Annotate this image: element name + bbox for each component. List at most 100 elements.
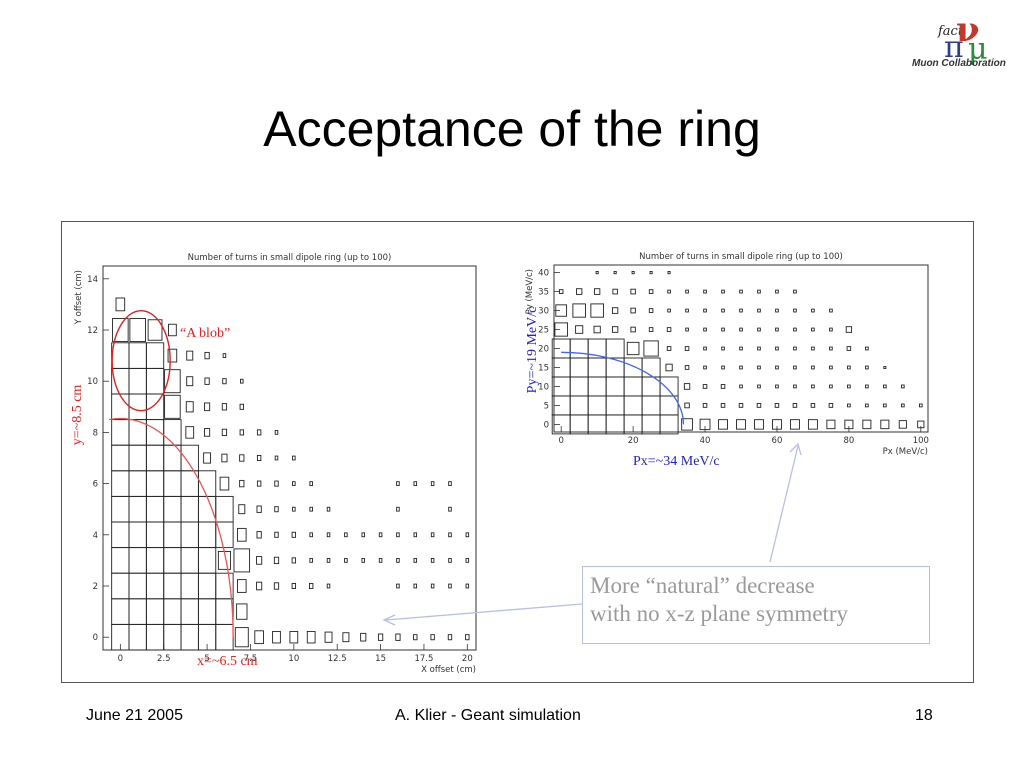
left-chart-bin-box — [236, 579, 247, 593]
left-chart-y-tick-label: 2 — [93, 582, 98, 592]
right-chart-bin-box — [754, 419, 764, 430]
right-chart-bin-box — [666, 327, 672, 332]
left-chart-y-tick-label: 10 — [87, 377, 98, 387]
right-chart-bin-box — [739, 346, 743, 351]
right-chart-bin-box — [721, 308, 725, 313]
left-chart-bin-box — [326, 558, 331, 563]
left-chart-bin-box — [395, 633, 401, 641]
right-chart-bin-box — [718, 419, 728, 430]
left-chart-bin-box — [292, 506, 296, 512]
right-chart-bin-box — [793, 365, 797, 370]
left-chart-bin-box — [112, 318, 129, 342]
right-chart-bin-box — [703, 308, 707, 313]
left-chart-bin-box — [291, 582, 297, 590]
right-chart-bin-box — [756, 403, 762, 408]
footer-author: A. Klier - Geant simulation — [395, 707, 581, 724]
right-chart-bin-box — [793, 327, 797, 332]
left-chart-y-tick-label: 6 — [93, 480, 98, 490]
right-chart-x-tick-label: 80 — [843, 436, 854, 446]
right-chart-bin-box — [793, 289, 797, 294]
left-chart-bin-box — [292, 481, 296, 486]
right-chart-bin-box — [739, 365, 743, 370]
left-chart-bin-box — [291, 557, 297, 564]
right-chart-y-tick-label: 25 — [538, 326, 549, 336]
left-chart-bin-box — [222, 353, 227, 358]
left-chart-bin-box — [222, 378, 227, 385]
left-chart-bin-box — [326, 532, 331, 538]
right-chart-bin-box — [613, 271, 617, 275]
left-chart-bin-box — [465, 558, 470, 563]
right-chart-bin-box — [699, 418, 711, 431]
left-chart-bin-box — [239, 429, 244, 436]
right-acceptance-curve — [561, 351, 685, 425]
right-chart-title: Number of turns in small dipole ring (up… — [639, 252, 843, 262]
left-chart-bin-box — [274, 506, 279, 513]
left-chart-bin-box — [326, 583, 331, 589]
left-chart-x-tick-label: 12.5 — [328, 654, 347, 664]
left-chart-bin-box — [233, 548, 251, 573]
right-chart-bin-box — [595, 271, 599, 275]
right-chart-bin-box — [775, 365, 779, 370]
right-chart-bin-box — [703, 365, 707, 370]
left-chart-x-tick-label: 15 — [375, 654, 386, 664]
right-chart-bin-box — [845, 326, 853, 333]
right-chart-y-tick-label: 30 — [538, 307, 549, 317]
right-chart-bin-box — [593, 325, 601, 334]
left-chart-bin-box — [167, 348, 178, 363]
left-chart-bin-box — [163, 419, 182, 446]
right-chart-x-tick-label: 20 — [628, 436, 639, 446]
right-chart-bin-box — [826, 419, 836, 430]
left-chart-bin-box — [204, 402, 211, 412]
left-chart-bin-box — [239, 479, 245, 488]
left-chart-bin-box — [413, 634, 418, 641]
slide-title: Acceptance of the ring — [263, 101, 761, 157]
right-chart-x-tick-label: 40 — [700, 436, 711, 446]
left-chart-bin-box — [309, 481, 313, 486]
right-chart-y-tick-label: 20 — [538, 345, 549, 355]
right-chart-bin-box — [648, 289, 654, 294]
right-chart-bin-box — [883, 384, 887, 389]
left-chart-bin-box — [361, 558, 365, 563]
right-chart-bin-box — [576, 288, 583, 295]
right-chart-bin-box — [721, 365, 725, 370]
right-chart-bin-box — [703, 346, 707, 351]
left-chart-x-tick-label: 7.5 — [244, 654, 258, 664]
left-chart-bin-box — [448, 532, 452, 538]
right-chart-bin-box — [611, 307, 619, 314]
right-chart-x-axis-label: Px (MeV/c) — [883, 447, 928, 457]
right-chart-y-tick-label: 15 — [538, 363, 549, 373]
note-box — [582, 566, 930, 644]
right-chart-bin-box — [811, 346, 815, 351]
left-chart-bin-box — [180, 444, 199, 472]
right-chart-bin-box — [757, 365, 761, 370]
right-chart-bin-box — [702, 384, 708, 389]
right-chart-bin-box — [775, 346, 779, 351]
right-chart-bin-box — [666, 346, 672, 351]
left-chart-bin-box — [145, 342, 165, 369]
right-chart-y-axis-label: Py (MeV/c) — [525, 269, 535, 314]
left-chart-bin-box — [448, 481, 452, 486]
right-chart-bin-box — [862, 419, 872, 430]
right-chart-bin-box — [612, 288, 618, 295]
left-chart-bin-box — [306, 630, 316, 644]
right-chart-bin-box — [829, 327, 833, 332]
left-chart-bin-box — [396, 558, 400, 563]
right-chart-bin-box — [810, 403, 816, 408]
right-chart-bin-box — [829, 365, 833, 370]
left-chart-bin-box — [430, 583, 435, 589]
left-chart-bin-box — [273, 556, 280, 565]
right-chart-bin-box — [775, 327, 779, 332]
left-chart-bin-box — [256, 581, 263, 591]
right-chart-bin-box — [739, 384, 743, 389]
left-chart-bin-box — [185, 401, 194, 413]
left-chart-bin-box — [289, 630, 299, 644]
nufact-logo: fact ν π μ Muon Collaboration — [908, 10, 1018, 74]
right-chart-bin-box — [665, 363, 673, 372]
left-chart-y-tick-label: 14 — [87, 275, 98, 285]
right-chart-bin-box — [865, 384, 869, 389]
left-chart-y-tick-label: 4 — [93, 531, 98, 541]
left-chart-bin-box — [309, 558, 313, 563]
right-chart-bin-box — [828, 403, 834, 408]
left-chart-bin-box — [256, 480, 262, 487]
left-chart-bin-box — [274, 480, 279, 487]
